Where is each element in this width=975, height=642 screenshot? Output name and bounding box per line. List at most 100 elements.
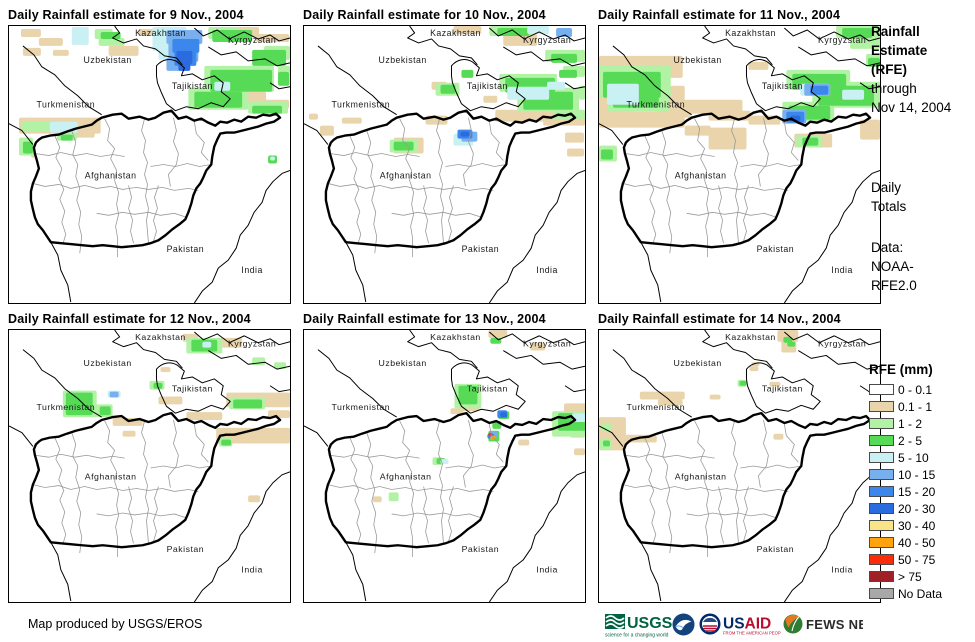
legend-item: > 75 [869,568,973,585]
rain-patch [709,394,721,400]
rainfall-map: Kazakhstan Kyrgyzstan Uzbekistan Tajikistan… [599,330,880,602]
rain-patch [600,149,613,160]
sidebar-data-source: Data: NOAA- RFE2.0 [871,238,973,295]
legend-label: 2 - 5 [898,433,923,448]
rain-patch [547,81,566,90]
provinces-layer [622,117,802,258]
country-label: Kazakhstan [135,332,186,342]
rain-patch [108,45,139,56]
legend-label: 20 - 30 [898,501,936,516]
country-label: Uzbekistan [674,55,722,65]
labels-layer: Kazakhstan Kyrgyzstan Uzbekistan Tajikistan… [626,332,865,575]
country-label: Turkmenistan [36,402,95,412]
legend-title: RFE (mm) [869,362,933,377]
noaa-logo [672,613,695,636]
rain-patch [122,430,136,437]
text-line: through [871,81,917,96]
legend-item: 0 - 0.1 [869,381,973,398]
legend-label: 5 - 10 [898,450,929,465]
rain-patch [682,99,743,114]
legend-swatch [869,435,894,446]
rain-patch [450,408,464,415]
country-label: Afghanistan [85,170,137,180]
rain-patch [372,496,382,503]
rain-patch [202,341,212,348]
rain-patch [527,26,550,34]
legend-item: No Data [869,585,973,602]
rain-patch [602,440,610,447]
country-label: Afghanistan [675,170,727,180]
legend-label: 40 - 50 [898,535,936,550]
legend-label: 30 - 40 [898,518,936,533]
afghanistan-border [29,109,282,249]
rain-patch [233,399,263,409]
borders-layer [9,26,290,303]
country-label: Kazakhstan [430,332,481,342]
rain-patch [769,381,781,387]
rain-patch [388,492,399,502]
country-label: Uzbekistan [379,358,427,368]
rain-patch [216,427,290,444]
rain-patch [530,342,546,351]
country-label: Turkmenistan [626,100,685,110]
borders-layer [599,330,880,602]
borders-layer [599,26,880,303]
country-label: Afghanistan [380,170,432,180]
map-frame: Kazakhstan Kyrgyzstan Uzbekistan Tajikistan… [303,25,586,304]
rain-patch [579,85,585,100]
legend-item: 10 - 15 [869,466,973,483]
country-label: India [831,565,852,575]
rain-patch [567,148,585,157]
rain-patch [160,367,171,373]
rain-layer [308,26,585,157]
rain-patch [810,85,829,95]
country-label: Uzbekistan [84,55,132,65]
country-label: Uzbekistan [674,358,722,368]
country-label: India [241,565,262,575]
country-label: Pakistan [757,244,795,254]
country-label: Tajikistan [762,81,803,91]
text-line: Rainfall [871,24,920,39]
credit-text: Map produced by USGS/EROS [28,617,203,631]
rain-patch [842,27,873,38]
rain-patch [565,132,585,143]
labels-layer: Kazakhstan Kyrgyzstan Uzbekistan Tajikistan… [36,28,275,275]
borders-layer [304,26,585,303]
legend-swatch [869,469,894,480]
text-line: RFE2.0 [871,278,917,293]
country-label: Tajikistan [172,384,213,394]
rain-layer [599,26,880,162]
legend-label: No Data [898,586,943,601]
rain-patch [708,127,747,150]
rain-patch [176,50,193,64]
country-label: Kyrgyzstan [228,339,276,349]
labels-layer: Kazakhstan Kyrgyzstan Uzbekistan Tajikistan… [36,332,276,575]
rain-patch [739,380,747,386]
legend-swatch [869,384,894,395]
svg-text:USAID: USAID [723,616,771,633]
provinces-layer [327,117,507,258]
rain-patch [559,69,578,78]
labels-layer: Kazakhstan Kyrgyzstan Uzbekistan Tajikistan… [626,28,865,275]
text-line: (RFE) [871,62,907,77]
country-label: Afghanistan [675,472,727,482]
provinces-layer [32,117,212,258]
map-panel-5: Daily Rainfall estimate for 13 Nov., 200… [303,312,586,603]
rainfall-map: Kazakhstan Kyrgyzstan Uzbekistan Tajikistan… [9,26,290,303]
rain-patch [319,125,334,136]
country-label: Tajikistan [467,81,508,91]
legend-swatch [869,486,894,497]
rain-patch [278,71,290,86]
country-label: India [831,265,852,275]
rain-layer [62,333,290,503]
country-label: Kyrgyzstan [523,35,571,45]
afghanistan-border [324,411,577,549]
borders-layer [9,330,290,602]
rain-patch [614,89,635,102]
rain-patch [49,121,78,133]
panel-title: Daily Rainfall estimate for 12 Nov., 200… [8,312,251,326]
rain-patch [787,341,796,347]
legend-item: 5 - 10 [869,449,973,466]
rain-patch [488,432,493,436]
